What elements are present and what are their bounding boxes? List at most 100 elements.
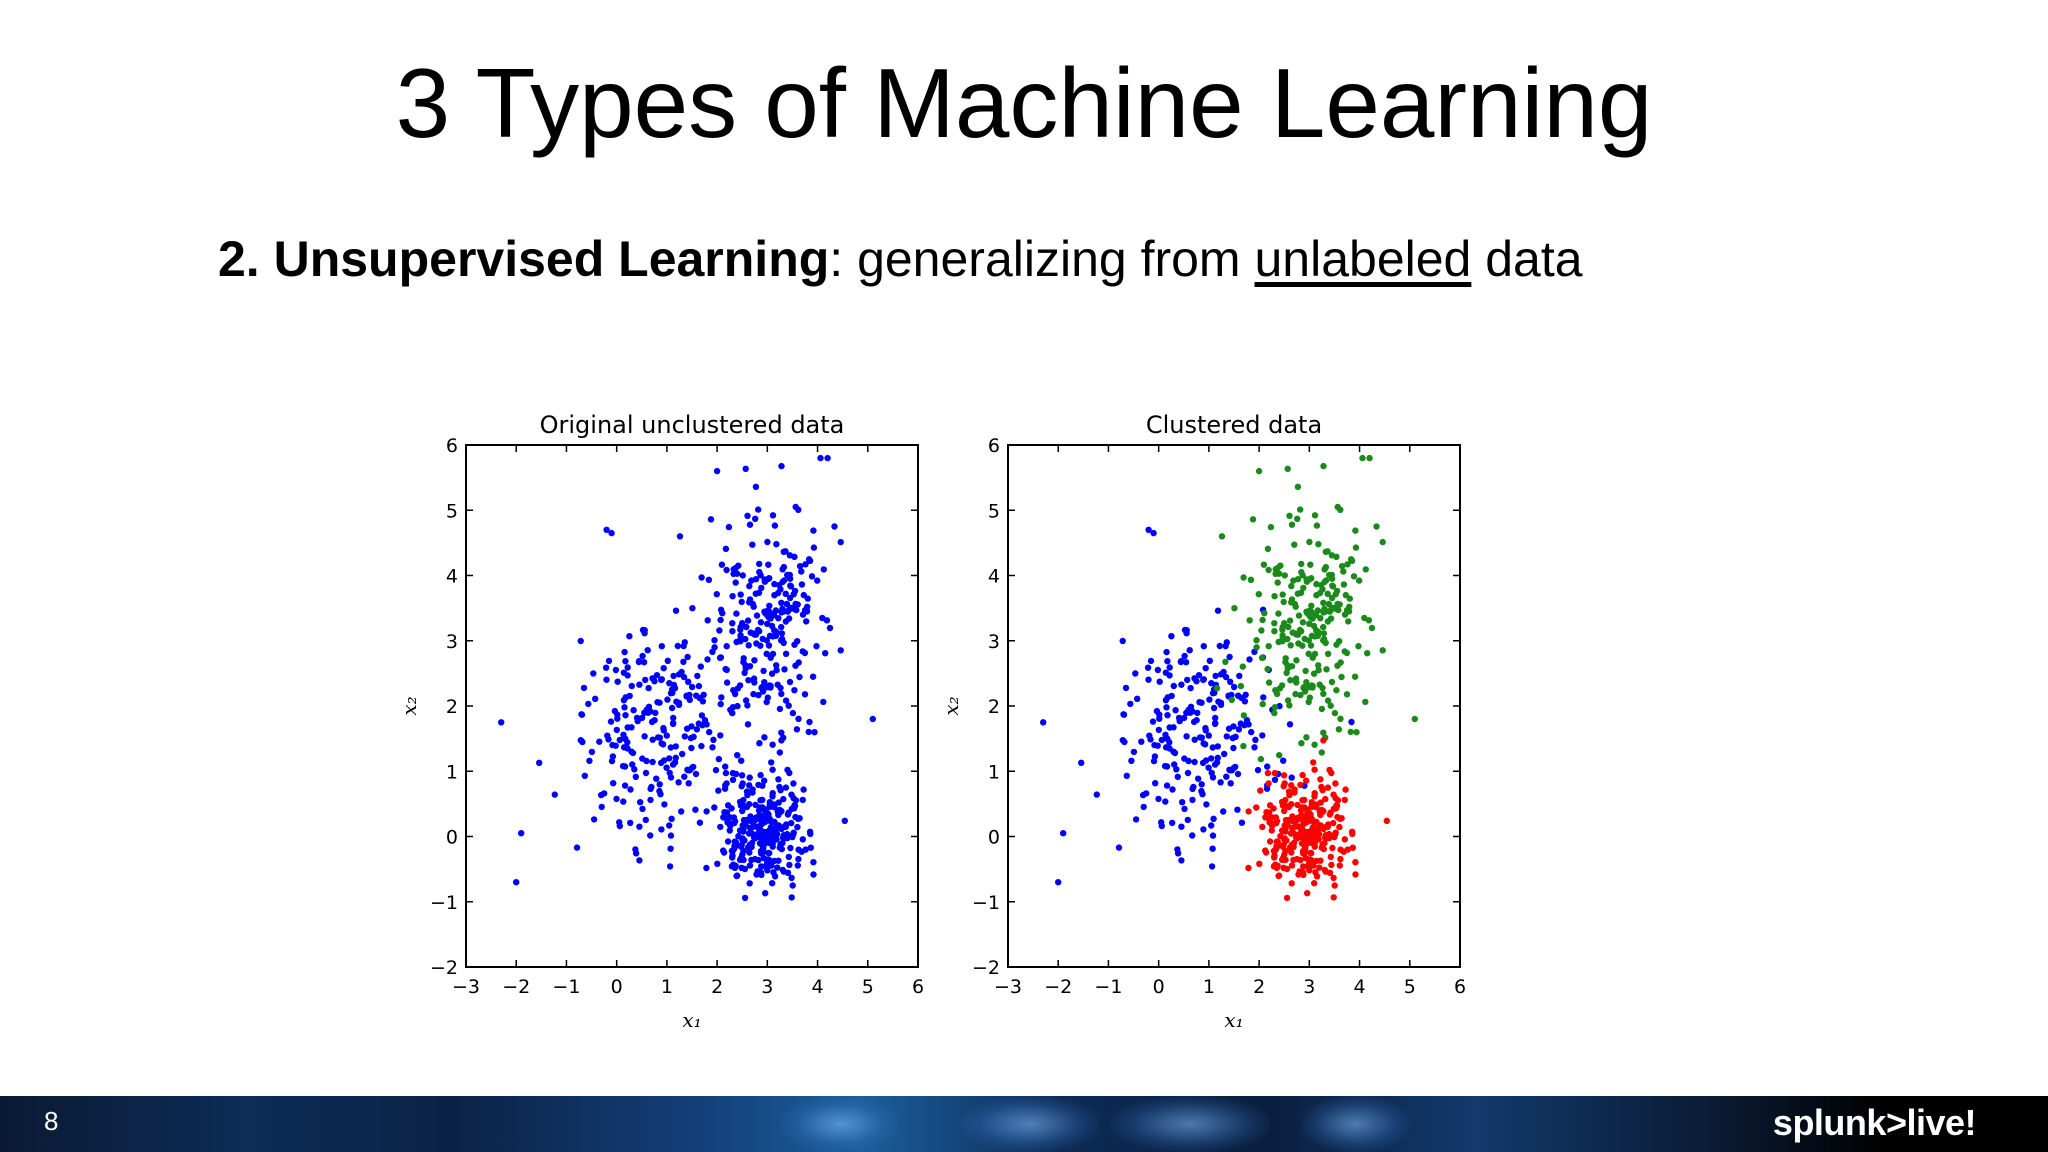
scatter-point xyxy=(1301,847,1309,854)
scatter-point xyxy=(690,763,697,771)
scatter-point xyxy=(1278,798,1286,806)
scatter-point xyxy=(1265,643,1272,650)
scatter-point xyxy=(775,615,782,622)
scatter-point xyxy=(791,802,799,810)
scatter-point xyxy=(769,650,777,658)
x-tick-label: 0 xyxy=(1153,976,1165,998)
scatter-point xyxy=(1168,633,1175,640)
scatter-point xyxy=(1223,773,1230,780)
scatter-point xyxy=(1279,591,1286,598)
scatter-point xyxy=(1288,817,1295,824)
scatter-point xyxy=(630,707,637,714)
scatter-point xyxy=(806,557,814,564)
scatter-point xyxy=(1134,695,1141,702)
scatter-point xyxy=(1327,702,1334,709)
scatter-point xyxy=(669,689,676,696)
y-tick-label: −2 xyxy=(430,957,458,979)
scatter-point xyxy=(729,769,737,777)
y-tick-label: 6 xyxy=(446,435,458,457)
scatter-point xyxy=(756,829,763,837)
scatter-point xyxy=(779,566,786,573)
scatter-point xyxy=(1222,658,1229,665)
scatter-point xyxy=(577,737,584,744)
scatter-point xyxy=(1312,828,1319,835)
scatter-point xyxy=(1202,727,1210,734)
scatter-point xyxy=(771,818,778,826)
scatter-point xyxy=(1286,844,1294,851)
scatter-point xyxy=(814,577,821,584)
scatter-point xyxy=(774,864,781,871)
scatter-point xyxy=(1300,684,1307,692)
scatter-point xyxy=(1295,815,1302,823)
scatter-point xyxy=(1240,712,1248,719)
scatter-point xyxy=(757,826,764,833)
scatter-point xyxy=(1277,833,1284,840)
scatter-chart-2: Clustered data−3 −2 −1 0 1 2 3 4 5 6−2−10123456x₁… xyxy=(939,411,1466,1032)
scatter-point xyxy=(1320,630,1328,637)
scatter-point xyxy=(1305,607,1313,615)
scatter-point xyxy=(660,757,668,764)
scatter-point xyxy=(1280,598,1287,606)
scatter-point xyxy=(612,666,620,674)
scatter-point xyxy=(794,862,801,869)
scatter-point xyxy=(771,804,778,811)
scatter-point xyxy=(717,616,724,624)
scatter-point xyxy=(751,679,758,686)
scatter-point xyxy=(668,815,675,822)
scatter-point xyxy=(1265,780,1272,787)
scatter-point xyxy=(1193,717,1200,724)
scatter-point xyxy=(778,623,785,631)
scatter-point xyxy=(1311,818,1318,825)
scatter-point xyxy=(683,725,691,732)
scatter-point xyxy=(769,838,776,845)
scatter-point xyxy=(755,813,763,820)
scatter-point xyxy=(1351,673,1359,680)
scatter-point xyxy=(1285,788,1293,795)
x-tick-label: 2 xyxy=(711,976,723,998)
scatter-point xyxy=(790,831,797,838)
scatter-point xyxy=(1208,863,1216,870)
scatter-point xyxy=(1156,711,1163,718)
scatter-point xyxy=(1283,894,1291,902)
scatter-point xyxy=(758,841,766,848)
scatter-point xyxy=(1247,576,1255,583)
scatter-point xyxy=(678,808,685,815)
scatter-point xyxy=(1199,759,1207,767)
scatter-point xyxy=(806,718,813,726)
slide-title: 3 Types of Machine Learning xyxy=(395,48,1653,158)
scatter-point xyxy=(608,757,616,765)
scatter-point xyxy=(688,683,696,691)
scatter-point xyxy=(1318,581,1325,589)
scatter-point xyxy=(1311,512,1319,519)
scatter-point xyxy=(763,650,770,657)
scatter-point xyxy=(760,836,768,843)
scatter-point xyxy=(1294,590,1302,597)
scatter-point xyxy=(1336,601,1343,608)
scatter-point xyxy=(729,776,737,783)
scatter-point xyxy=(742,665,749,672)
scatter-point xyxy=(1296,868,1303,875)
scatter-point xyxy=(1191,736,1198,743)
scatter-point xyxy=(638,714,646,722)
scatter-point xyxy=(1240,742,1247,750)
scatter-point xyxy=(1278,682,1286,689)
x-tick-label: 4 xyxy=(812,976,824,998)
scatter-point xyxy=(1320,609,1327,616)
scatter-point xyxy=(633,714,641,722)
scatter-point xyxy=(1312,869,1319,876)
scatter-point xyxy=(1294,801,1301,809)
scatter-point xyxy=(664,696,671,703)
scatter-point xyxy=(756,560,763,568)
scatter-point xyxy=(810,859,817,866)
scatter-point xyxy=(1140,803,1147,811)
scatter-point xyxy=(796,563,804,570)
scatter-point xyxy=(1337,855,1344,863)
scatter-point xyxy=(746,801,753,808)
scatter-point xyxy=(1249,516,1257,523)
scatter-point xyxy=(1230,723,1237,730)
scatter-point xyxy=(1322,795,1329,803)
scatter-point xyxy=(1323,835,1330,842)
scatter-point xyxy=(610,780,617,787)
scatter-point xyxy=(701,717,709,724)
scatter-point xyxy=(1307,811,1314,818)
